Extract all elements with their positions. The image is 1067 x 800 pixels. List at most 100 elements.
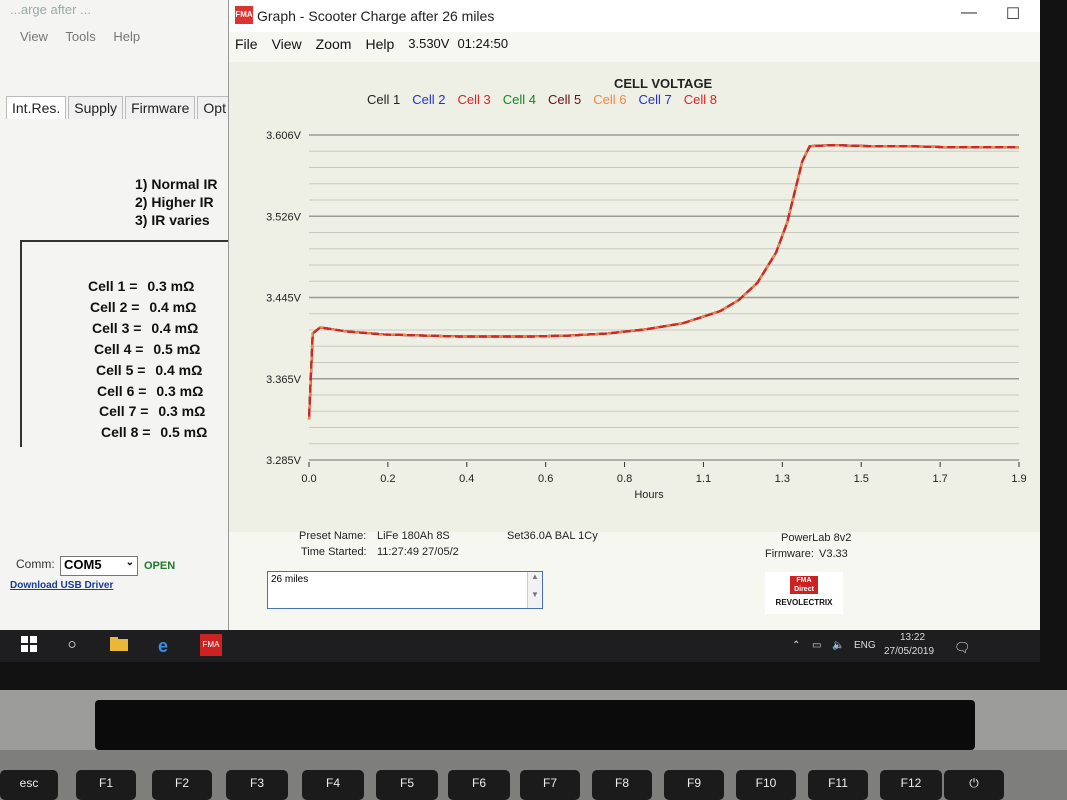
cell-resistance-box [20,240,252,447]
menu-view[interactable]: View [20,29,48,44]
file-explorer-icon[interactable] [108,636,130,656]
background-window[interactable]: ...arge after ... View Tools Help Int.Re… [0,0,258,630]
chevron-up-icon[interactable]: ⌃ [792,640,801,651]
cell-ir-label: Cell 7 = [99,403,149,419]
x-tick-label: 1.5 [854,473,869,485]
battery-icon[interactable]: ▭ [812,640,822,651]
key-f6[interactable]: F6 [448,770,510,800]
menu-help[interactable]: Help [365,36,395,52]
clock-time[interactable]: 13:22 [900,632,926,643]
firmware-label: Firmware: [765,548,814,560]
preset-name-label: Preset Name: [299,530,367,542]
comm-label: Comm: [16,557,55,571]
menu-view[interactable]: View [271,36,302,52]
time-readout: 01:24:50 [457,36,509,51]
maximize-button[interactable]: ☐ [1005,6,1021,23]
tab-supply[interactable]: Supply [68,96,124,119]
key-f2[interactable]: F2 [152,770,212,800]
y-tick-label: 3.365V [266,374,302,386]
notes-text: 26 miles [271,574,309,585]
menu-help[interactable]: Help [113,29,141,44]
legend-item: Cell 3 [457,92,491,107]
series-line [307,144,1019,420]
key-f4[interactable]: F4 [302,770,364,800]
cell-ir-row: Cell 7 = 0.3 mΩ [99,403,205,419]
cell-ir-row: Cell 3 = 0.4 mΩ [92,320,198,336]
cell-ir-row: Cell 2 = 0.4 mΩ [90,299,196,315]
edge-browser-icon[interactable]: e [157,636,168,656]
cell-ir-row: Cell 1 = 0.3 mΩ [88,278,194,294]
menu-zoom[interactable]: Zoom [315,36,352,52]
y-tick-label: 3.526V [266,211,302,223]
menu-tools[interactable]: Tools [65,29,96,44]
taskbar: ○ e FMA ⌃ ▭ 🔈 ENG 13:22 27/05/2019 🗨 [0,630,1040,662]
windows-start-icon[interactable] [20,636,38,656]
x-tick-label: 0.0 [301,473,316,485]
minimize-button[interactable]: — [961,4,977,21]
laptop-bezel: ...arge after ... View Tools Help Int.Re… [0,0,1040,662]
ir-notes: 1) Normal IR 2) Higher IR 3) IR varies [135,175,217,229]
download-usb-driver-link[interactable]: Download USB Driver [10,580,114,591]
fma-app-icon[interactable]: FMA [200,634,222,656]
cell-ir-label: Cell 6 = [97,383,147,399]
key-f3[interactable]: F3 [226,770,288,800]
key-power[interactable]: ⏻ [944,770,1004,800]
cell-ir-label: Cell 8 = [101,424,151,440]
tab-firmware[interactable]: Firmware [125,96,196,119]
device-name: PowerLab 8v2 [781,532,852,544]
key-esc[interactable]: esc [0,770,58,800]
volume-icon[interactable]: 🔈 [832,640,845,651]
fma-direct-logo: FMA Direct [790,576,818,594]
notes-textarea[interactable]: 26 miles ▲ ▼ [267,571,543,609]
cell-ir-value: 0.5 mΩ [160,424,208,440]
key-f7[interactable]: F7 [520,770,580,800]
cell-ir-label: Cell 2 = [90,299,140,315]
comm-port-value: COM5 [64,557,102,572]
comm-port-select[interactable]: COM5 ⌄ [60,556,138,576]
search-icon[interactable]: ○ [67,636,77,653]
key-f8[interactable]: F8 [592,770,652,800]
chevron-down-icon: ⌄ [125,557,134,568]
key-f12[interactable]: F12 [880,770,942,800]
x-axis-label: Hours [634,489,664,501]
laptop-hinge [95,700,975,750]
clock-date[interactable]: 27/05/2019 [884,646,935,657]
legend-item: Cell 6 [593,92,627,107]
x-tick-label: 0.6 [538,473,553,485]
cell-voltage-chart: 3.606V 3.526V 3.445V 3.365V 3.285V 0.0 0.2 0.4 0… [266,130,1027,501]
time-started: 11:27:49 27/05/2 [377,546,459,558]
legend-item: Cell 8 [683,92,717,107]
legend-item: Cell 4 [502,92,536,107]
voltage-readout: 3.530V [408,36,450,51]
key-f10[interactable]: F10 [736,770,796,800]
language-indicator[interactable]: ENG [854,640,876,651]
screen: ...arge after ... View Tools Help Int.Re… [0,0,1040,662]
chart-title: CELL VOLTAGE [614,76,713,91]
y-tick-label: 3.445V [266,293,302,305]
cell-ir-label: Cell 4 = [94,341,144,357]
x-tick-label: 0.4 [459,473,474,485]
key-f1[interactable]: F1 [76,770,136,800]
cell-ir-value: 0.3 mΩ [147,278,195,294]
notes-scrollbar[interactable]: ▲ ▼ [527,572,542,608]
cell-ir-row: Cell 5 = 0.4 mΩ [96,362,202,378]
legend-item: Cell 1 [367,92,401,107]
title-bar[interactable]: FMA Graph - Scooter Charge after 26 mile… [229,0,1040,32]
menu-file[interactable]: File [235,36,258,52]
ir-note: 2) Higher IR [135,194,214,210]
chart-legend: Cell 1 Cell 2 Cell 3 Cell 4 Cell 5 Cell … [367,92,729,107]
key-f9[interactable]: F9 [664,770,724,800]
y-tick-label: 3.285V [266,455,302,467]
tab-options[interactable]: Opt [197,96,232,119]
tab-strip: Int.Res. Supply Firmware Opt [6,96,234,119]
ir-note: 3) IR varies [135,212,210,228]
key-f5[interactable]: F5 [376,770,438,800]
background-menu: View Tools Help [20,29,154,44]
cell-ir-label: Cell 5 = [96,362,146,378]
cell-ir-row: Cell 4 = 0.5 mΩ [94,341,200,357]
notifications-icon[interactable]: 🗨 [954,640,971,655]
tab-int-res[interactable]: Int.Res. [6,96,67,119]
key-f11[interactable]: F11 [808,770,868,800]
x-tick-label: 1.3 [775,473,790,485]
x-tick-label: 1.1 [696,473,711,485]
